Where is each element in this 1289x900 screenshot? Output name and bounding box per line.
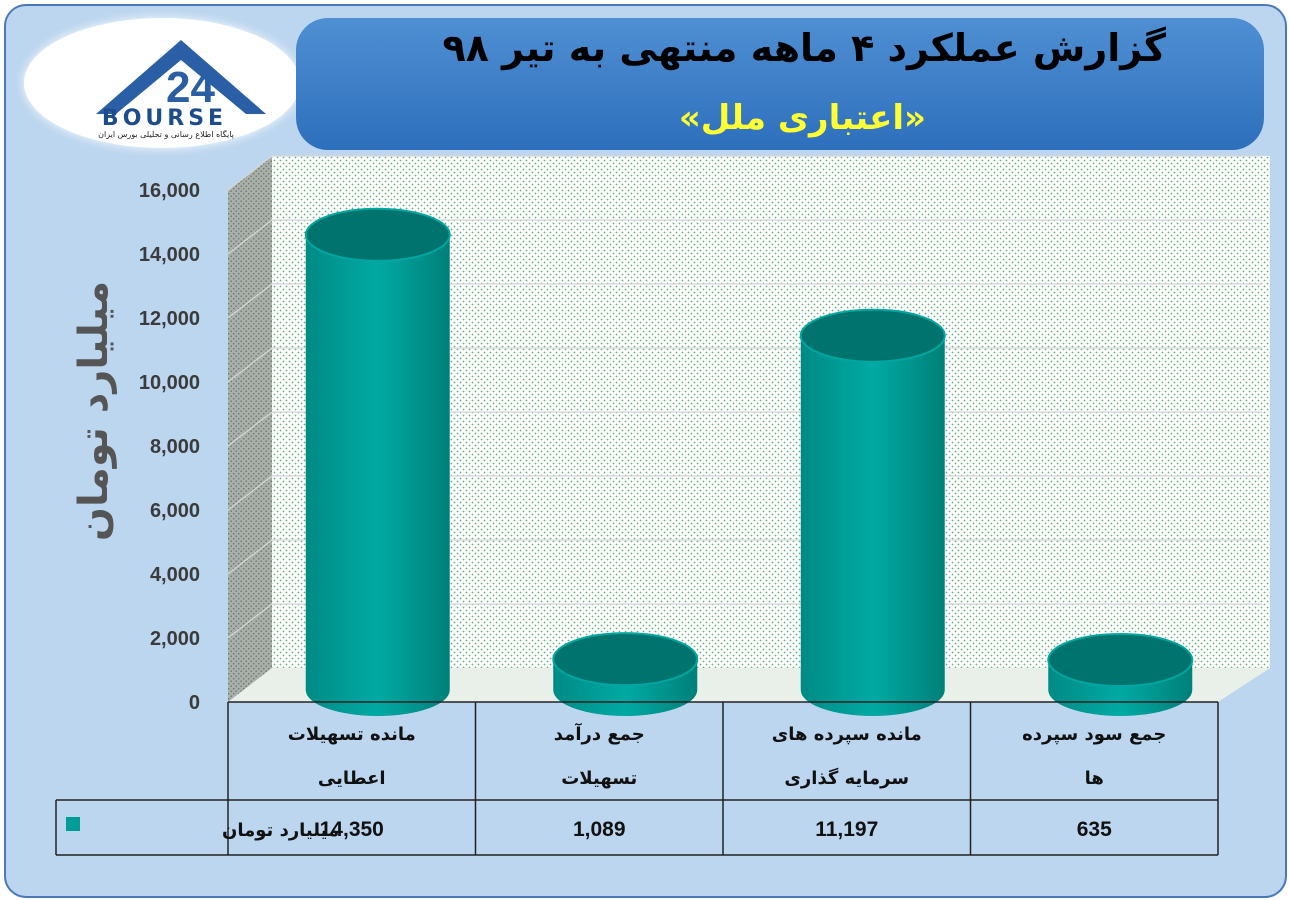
y-tick-label: 2,000 xyxy=(150,628,200,650)
x-category-label: مانده تسهیلات xyxy=(288,724,416,745)
data-label: 14,350 xyxy=(320,818,384,841)
data-label: 635 xyxy=(1077,818,1112,841)
bar-top xyxy=(304,207,451,262)
bar-top xyxy=(1047,633,1194,687)
y-tick-label: 12,000 xyxy=(139,308,200,330)
logo-text: BOURSE xyxy=(101,106,228,131)
bar-top xyxy=(799,308,946,363)
y-tick-label: 6,000 xyxy=(150,500,200,522)
bar-body xyxy=(305,234,450,717)
data-label: 1,089 xyxy=(573,818,626,841)
logo-mark-icon: 24 xyxy=(96,40,266,114)
chart-subtitle: «اعتباری ملل» xyxy=(678,98,926,138)
chart-title: گزارش عملکرد ۴ ماهه منتهی به تیر ۹۸ xyxy=(442,26,1166,70)
gridline xyxy=(227,219,1262,255)
data-label: 11,197 xyxy=(815,818,878,841)
x-category-label: جمع درآمد xyxy=(554,722,645,745)
y-tick-label: 14,000 xyxy=(139,244,200,266)
x-category-label: ها xyxy=(1085,768,1104,789)
bar xyxy=(1047,633,1194,716)
logo-background xyxy=(24,18,300,148)
bar xyxy=(304,207,451,717)
y-tick-label: 0 xyxy=(189,692,200,714)
x-category-label: مانده سپرده های xyxy=(772,724,922,745)
logo-subtitle: پایگاه اطلاع رسانی و تحلیلی بورس ایران xyxy=(98,130,234,139)
header-band xyxy=(296,18,1264,150)
y-tick-label: 10,000 xyxy=(139,372,200,394)
y-tick-label: 16,000 xyxy=(139,180,200,202)
bar xyxy=(799,308,946,716)
legend-swatch xyxy=(66,817,80,831)
legend-label: میلیارد تومان xyxy=(222,820,339,841)
gridline xyxy=(227,155,1262,191)
x-category-label: جمع سود سپرده xyxy=(1022,724,1166,745)
bar-top xyxy=(552,632,699,687)
y-tick-label: 8,000 xyxy=(150,436,200,458)
bar xyxy=(552,632,699,716)
plot-floor xyxy=(228,668,1270,702)
y-tick-label: 4,000 xyxy=(150,564,200,586)
x-category-label: تسهیلات xyxy=(561,768,637,789)
gridline xyxy=(227,283,1262,319)
bar-body xyxy=(800,335,945,716)
x-category-label: سرمایه گذاری xyxy=(784,767,909,789)
svg-text:24: 24 xyxy=(166,63,215,112)
x-category-label: اعطایی xyxy=(318,768,386,789)
